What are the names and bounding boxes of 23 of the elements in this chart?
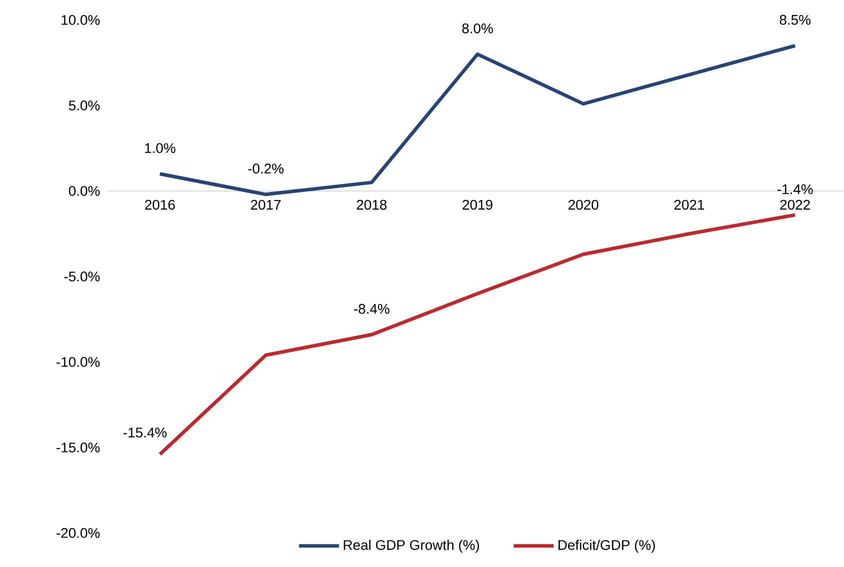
x-tick-label: 2022: [780, 200, 810, 210]
data-label: -15.4%: [124, 428, 167, 438]
data-label: -8.4%: [354, 304, 390, 314]
y-tick-label: 10.0%: [62, 15, 100, 25]
y-tick-label: -5.0%: [64, 272, 100, 282]
x-tick-label: 2020: [568, 200, 598, 210]
y-tick-label: -15.0%: [56, 442, 100, 452]
data-label: -1.4%: [777, 184, 813, 194]
x-tick-label: 2016: [145, 200, 175, 210]
x-tick-label: 2019: [462, 200, 492, 210]
legend-label: Real GDP Growth (%): [344, 540, 480, 553]
y-tick-label: 0.0%: [68, 186, 100, 196]
data-label: 8.0%: [462, 23, 493, 34]
x-tick-label: 2017: [250, 200, 281, 210]
data-label: -0.2%: [248, 164, 284, 174]
data-label: 8.5%: [780, 14, 810, 25]
x-tick-label: 2021: [674, 200, 704, 210]
legend-label: Deficit/GDP (%): [558, 540, 655, 553]
y-tick-label: -20.0%: [56, 528, 100, 538]
y-tick-label: -10.0%: [56, 357, 100, 367]
x-tick-label: 2018: [356, 200, 387, 210]
y-tick-label: 5.0%: [68, 100, 100, 110]
data-label: 1.0%: [145, 143, 176, 154]
